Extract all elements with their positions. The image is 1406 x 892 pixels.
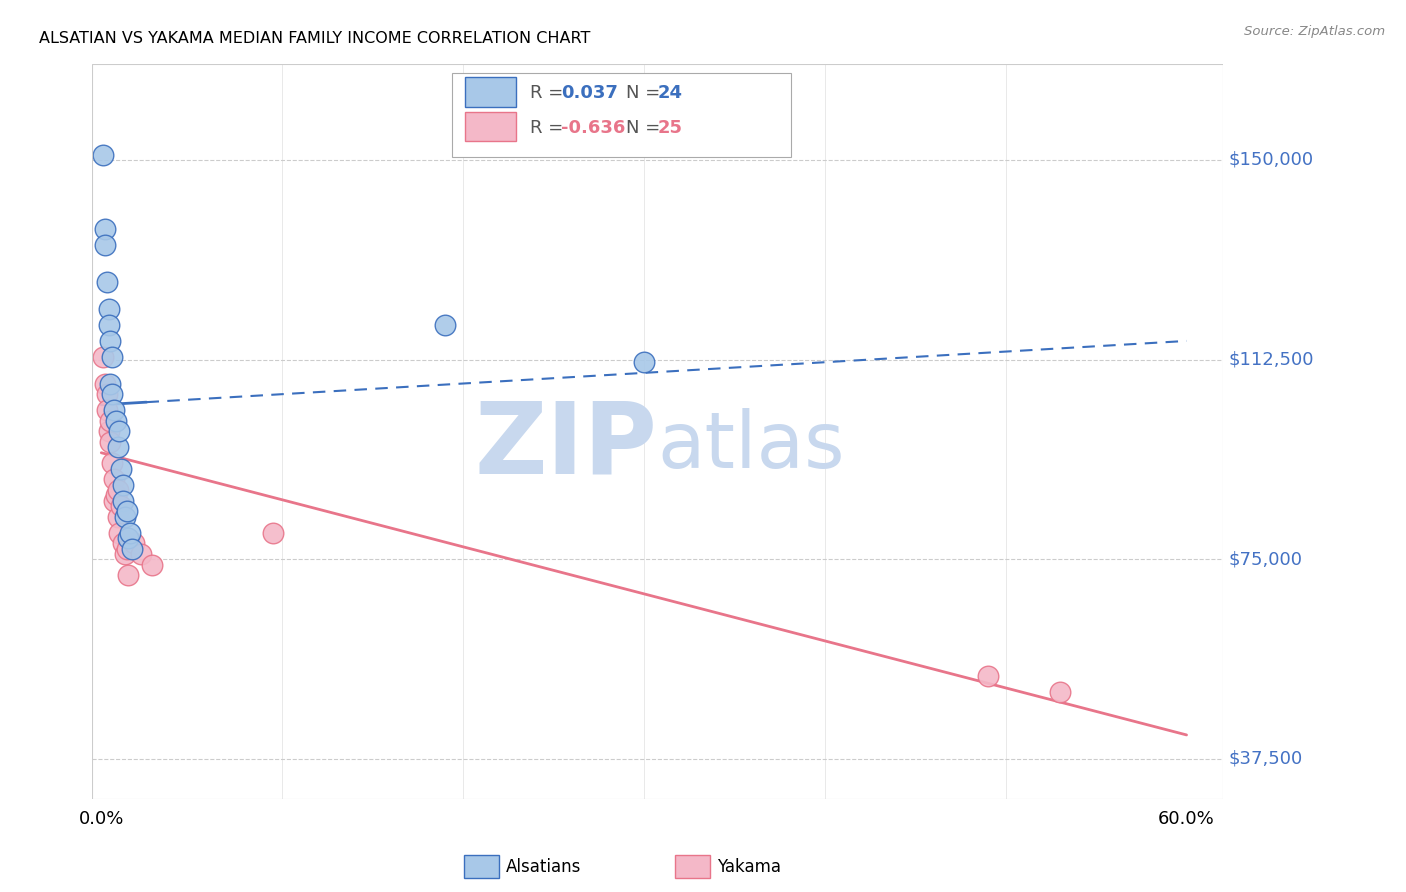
Text: 24: 24 bbox=[658, 85, 682, 103]
Point bbox=[96, 276, 118, 290]
Point bbox=[111, 477, 134, 491]
Point bbox=[115, 504, 138, 518]
Point bbox=[94, 238, 117, 252]
Point bbox=[633, 355, 655, 369]
Text: 25: 25 bbox=[658, 119, 682, 137]
Point bbox=[262, 525, 284, 540]
Point bbox=[122, 536, 145, 550]
Text: $37,500: $37,500 bbox=[1229, 750, 1302, 768]
Point bbox=[98, 334, 121, 348]
Point bbox=[117, 531, 139, 545]
Point bbox=[96, 387, 118, 401]
Point bbox=[97, 318, 120, 332]
Text: Source: ZipAtlas.com: Source: ZipAtlas.com bbox=[1244, 25, 1385, 38]
Point bbox=[94, 376, 117, 391]
Point bbox=[111, 536, 134, 550]
Point bbox=[141, 558, 163, 572]
Text: N =: N = bbox=[626, 119, 666, 137]
Point bbox=[103, 403, 125, 417]
Point bbox=[101, 350, 124, 364]
Point bbox=[97, 425, 120, 439]
Point bbox=[103, 472, 125, 486]
Point bbox=[98, 435, 121, 450]
Point bbox=[115, 541, 138, 556]
Text: $112,500: $112,500 bbox=[1229, 351, 1313, 368]
Point bbox=[96, 403, 118, 417]
Text: R =: R = bbox=[530, 119, 569, 137]
Text: $150,000: $150,000 bbox=[1229, 151, 1313, 169]
Point bbox=[129, 547, 152, 561]
Point bbox=[114, 509, 136, 524]
Point bbox=[101, 387, 124, 401]
Point bbox=[110, 499, 132, 513]
Text: -0.636: -0.636 bbox=[561, 119, 626, 137]
Text: atlas: atlas bbox=[658, 409, 845, 484]
Point bbox=[103, 493, 125, 508]
Point bbox=[91, 147, 114, 161]
Point bbox=[108, 425, 131, 439]
Text: N =: N = bbox=[626, 85, 666, 103]
FancyBboxPatch shape bbox=[451, 73, 792, 157]
Point bbox=[101, 456, 124, 470]
Text: Yakama: Yakama bbox=[717, 858, 782, 876]
Point bbox=[110, 461, 132, 475]
Text: R =: R = bbox=[530, 85, 569, 103]
Point bbox=[98, 376, 121, 391]
Text: 0.037: 0.037 bbox=[561, 85, 619, 103]
Point bbox=[108, 525, 131, 540]
Point bbox=[114, 547, 136, 561]
Bar bbox=[93, 64, 1223, 799]
Point bbox=[104, 488, 127, 502]
Point bbox=[107, 441, 129, 455]
Text: $75,000: $75,000 bbox=[1229, 550, 1302, 568]
Point bbox=[107, 483, 129, 497]
Point bbox=[433, 318, 456, 332]
Point bbox=[91, 350, 114, 364]
Point bbox=[976, 669, 998, 683]
Point bbox=[117, 568, 139, 582]
Text: Alsatians: Alsatians bbox=[506, 858, 582, 876]
Text: ALSATIAN VS YAKAMA MEDIAN FAMILY INCOME CORRELATION CHART: ALSATIAN VS YAKAMA MEDIAN FAMILY INCOME … bbox=[39, 31, 591, 46]
Point bbox=[94, 222, 117, 236]
Point bbox=[120, 525, 142, 540]
Point bbox=[107, 509, 129, 524]
Point bbox=[121, 541, 143, 556]
Point bbox=[111, 493, 134, 508]
Point bbox=[97, 301, 120, 316]
Point bbox=[98, 414, 121, 428]
FancyBboxPatch shape bbox=[465, 112, 516, 141]
Point bbox=[1049, 685, 1071, 699]
Text: ZIP: ZIP bbox=[475, 398, 658, 495]
Point bbox=[104, 414, 127, 428]
FancyBboxPatch shape bbox=[465, 78, 516, 107]
